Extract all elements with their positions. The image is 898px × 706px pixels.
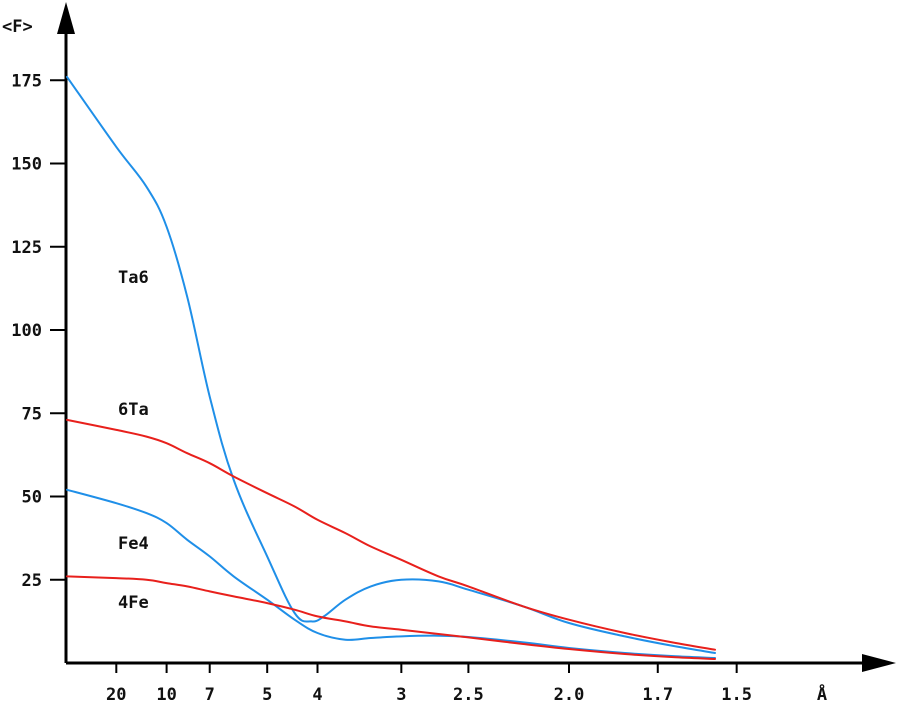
series-label-ta6: Ta6 [118, 268, 149, 288]
x-tick-label: 3 [396, 685, 406, 705]
y-tick-label: 25 [22, 571, 42, 591]
series-line-6ta [66, 418, 716, 651]
y-tick-label: 150 [11, 155, 42, 175]
labels-layer: <F> Å Ta6 6Ta Fe4 4Fe [2, 17, 827, 705]
x-tick-label: 2.0 [554, 685, 585, 705]
x-tick-label: 2.5 [453, 685, 484, 705]
x-tick-label: 1.5 [721, 685, 752, 705]
y-tick-label: 175 [11, 71, 42, 91]
y-axis-arrow [57, 2, 75, 34]
series-line-ta6 [66, 75, 716, 654]
y-tick-label: 125 [11, 238, 42, 258]
series-layer [66, 75, 716, 660]
x-tick-label: 4 [312, 685, 322, 705]
series-label-fe4: Fe4 [118, 534, 149, 554]
series-line-fe4 [66, 488, 716, 659]
y-tick-label: 100 [11, 321, 42, 341]
x-tick-label: 1.7 [642, 685, 673, 705]
x-tick-label: 5 [262, 685, 272, 705]
y-axis-title: <F> [2, 17, 33, 37]
x-axis-title: Å [817, 682, 827, 705]
y-tick-label: 50 [22, 488, 42, 508]
x-tick-label: 10 [156, 685, 176, 705]
series-label-4fe: 4Fe [118, 593, 149, 613]
x-tick-label: 7 [205, 685, 215, 705]
x-axis-arrow [862, 654, 896, 672]
x-tick-label: 20 [106, 685, 126, 705]
series-label-6ta: 6Ta [118, 400, 149, 420]
y-tick-label: 75 [22, 404, 42, 424]
series-line-4fe [66, 575, 716, 660]
